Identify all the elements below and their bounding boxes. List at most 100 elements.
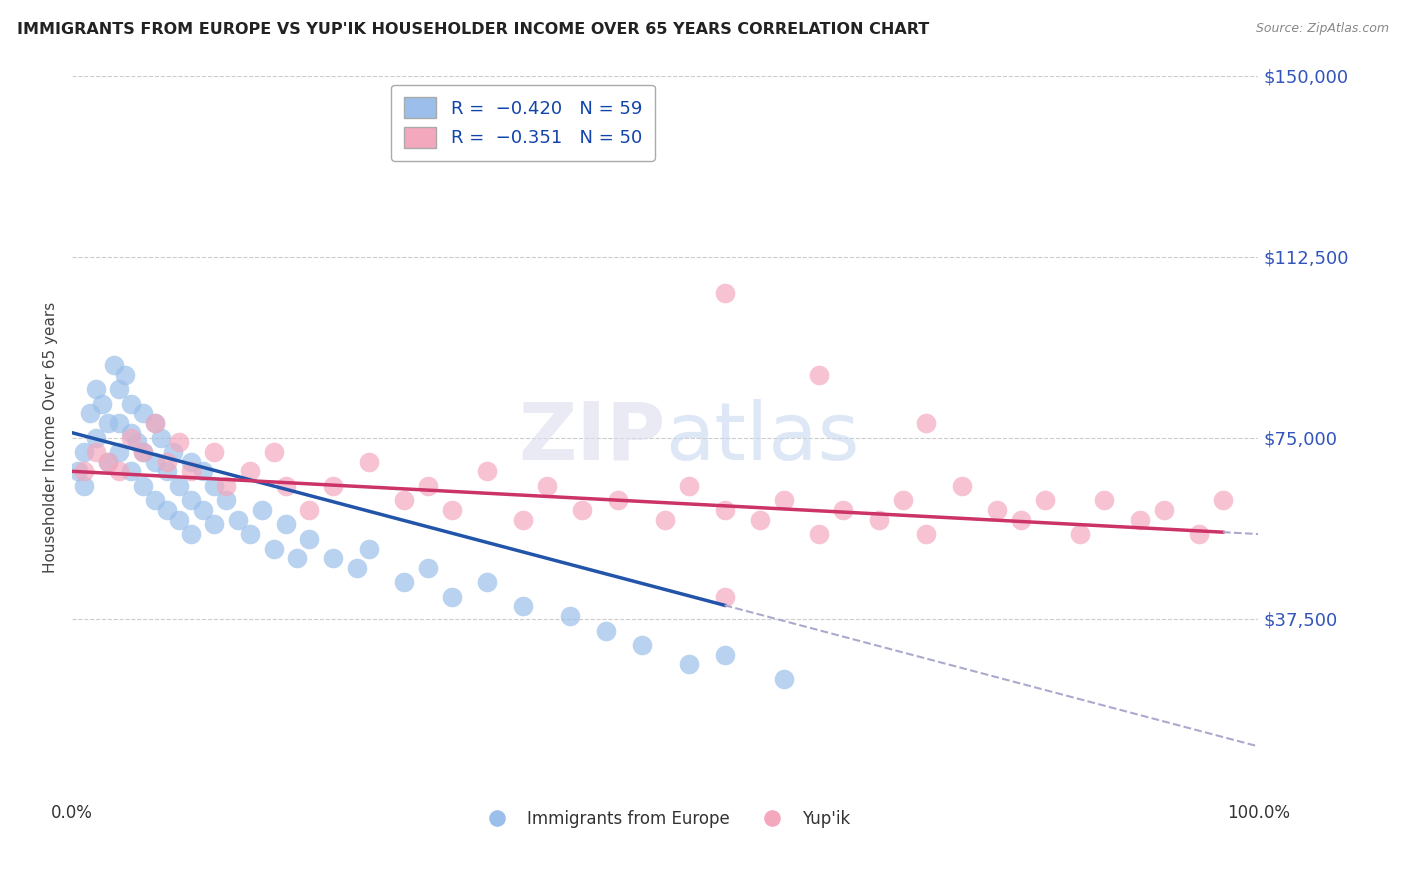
Point xyxy=(97,455,120,469)
Point xyxy=(226,512,249,526)
Point xyxy=(713,590,735,604)
Point xyxy=(84,445,107,459)
Point xyxy=(202,445,225,459)
Point xyxy=(143,416,166,430)
Point xyxy=(287,551,309,566)
Point xyxy=(180,493,202,508)
Point xyxy=(108,464,131,478)
Point xyxy=(132,479,155,493)
Legend: Immigrants from Europe, Yup'ik: Immigrants from Europe, Yup'ik xyxy=(474,804,856,835)
Point xyxy=(162,445,184,459)
Point xyxy=(773,672,796,686)
Point xyxy=(143,455,166,469)
Point xyxy=(346,561,368,575)
Point xyxy=(84,382,107,396)
Point xyxy=(950,479,973,493)
Point xyxy=(416,479,439,493)
Point xyxy=(167,435,190,450)
Point xyxy=(322,479,344,493)
Point xyxy=(1010,512,1032,526)
Point xyxy=(1153,503,1175,517)
Point xyxy=(97,455,120,469)
Point xyxy=(66,464,89,478)
Point xyxy=(143,416,166,430)
Point xyxy=(156,464,179,478)
Point xyxy=(132,406,155,420)
Point xyxy=(274,517,297,532)
Point xyxy=(180,527,202,541)
Point xyxy=(678,657,700,672)
Point xyxy=(298,503,321,517)
Point xyxy=(84,430,107,444)
Point xyxy=(571,503,593,517)
Point xyxy=(202,517,225,532)
Point xyxy=(298,532,321,546)
Point xyxy=(274,479,297,493)
Point xyxy=(606,493,628,508)
Point xyxy=(114,368,136,382)
Point xyxy=(477,464,499,478)
Point xyxy=(1092,493,1115,508)
Point xyxy=(1129,512,1152,526)
Point xyxy=(749,512,772,526)
Point xyxy=(167,479,190,493)
Point xyxy=(560,609,582,624)
Point xyxy=(120,464,142,478)
Y-axis label: Householder Income Over 65 years: Householder Income Over 65 years xyxy=(44,301,58,574)
Point xyxy=(120,430,142,444)
Point xyxy=(536,479,558,493)
Point xyxy=(250,503,273,517)
Point xyxy=(263,541,285,556)
Point xyxy=(1069,527,1091,541)
Point xyxy=(808,527,831,541)
Point xyxy=(239,527,262,541)
Point xyxy=(915,416,938,430)
Point xyxy=(832,503,855,517)
Point xyxy=(90,397,112,411)
Point xyxy=(191,464,214,478)
Point xyxy=(477,575,499,590)
Point xyxy=(132,445,155,459)
Point xyxy=(713,503,735,517)
Text: IMMIGRANTS FROM EUROPE VS YUP'IK HOUSEHOLDER INCOME OVER 65 YEARS CORRELATION CH: IMMIGRANTS FROM EUROPE VS YUP'IK HOUSEHO… xyxy=(17,22,929,37)
Point xyxy=(440,590,463,604)
Point xyxy=(357,541,380,556)
Point xyxy=(440,503,463,517)
Point xyxy=(322,551,344,566)
Point xyxy=(595,624,617,638)
Text: Source: ZipAtlas.com: Source: ZipAtlas.com xyxy=(1256,22,1389,36)
Point xyxy=(392,575,415,590)
Point xyxy=(357,455,380,469)
Point xyxy=(678,479,700,493)
Point xyxy=(915,527,938,541)
Point xyxy=(180,455,202,469)
Point xyxy=(108,445,131,459)
Point xyxy=(239,464,262,478)
Point xyxy=(263,445,285,459)
Point xyxy=(808,368,831,382)
Point xyxy=(392,493,415,508)
Point xyxy=(512,512,534,526)
Point xyxy=(108,382,131,396)
Point xyxy=(108,416,131,430)
Point xyxy=(143,493,166,508)
Point xyxy=(891,493,914,508)
Point xyxy=(156,455,179,469)
Point xyxy=(1188,527,1211,541)
Point xyxy=(191,503,214,517)
Point xyxy=(713,648,735,662)
Point xyxy=(73,445,96,459)
Point xyxy=(416,561,439,575)
Point xyxy=(97,416,120,430)
Point xyxy=(512,599,534,614)
Point xyxy=(132,445,155,459)
Point xyxy=(180,464,202,478)
Point xyxy=(127,435,149,450)
Point xyxy=(73,479,96,493)
Point xyxy=(215,493,238,508)
Point xyxy=(120,397,142,411)
Point xyxy=(1212,493,1234,508)
Point xyxy=(150,430,173,444)
Point xyxy=(773,493,796,508)
Point xyxy=(868,512,890,526)
